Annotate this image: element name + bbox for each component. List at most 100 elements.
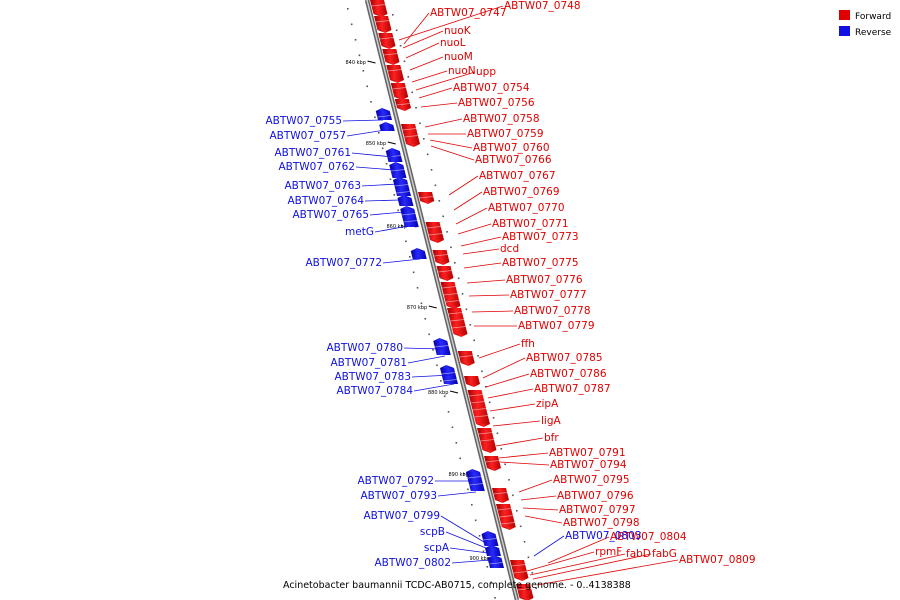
legend: Forward Reverse [839, 10, 892, 38]
reverse-gene-label-abtw07-0784: ABTW07_0784 [336, 385, 413, 397]
forward-gene-label-abtw07-0791: ABTW07_0791 [549, 447, 626, 459]
forward-gene-shape-tip [406, 144, 420, 147]
gene-boundary [467, 476, 482, 479]
forward-gene-label-nuon: nuoN [448, 65, 476, 77]
forward-leader-line [405, 42, 440, 59]
axis-dot [430, 169, 433, 171]
reverse-leader-line [437, 491, 477, 497]
gene-boundary [401, 213, 416, 216]
axis-dot [432, 349, 434, 351]
forward-gene-label-abtw07-0798: ABTW07_0798 [563, 517, 640, 529]
forward-leader-line [403, 12, 430, 45]
gene-boundary [513, 571, 528, 574]
forward-gene-label-abtw07-0756: ABTW07_0756 [458, 97, 535, 109]
gene-boundary [443, 379, 458, 382]
forward-gene-shape [386, 65, 404, 80]
gene-boundary [419, 196, 434, 199]
forward-leader-line [453, 191, 483, 211]
reverse-gene-shape-tip [466, 469, 480, 472]
reverse-leader-line [407, 355, 446, 364]
forward-gene-shape-tip [495, 500, 509, 503]
forward-gene-shape-tip [460, 363, 475, 366]
axis-dot [370, 101, 372, 103]
axis-dot [494, 597, 496, 599]
forward-gene-shape-tip [390, 80, 404, 83]
forward-leader-line [402, 30, 444, 49]
forward-gene-label-zipa: zipA [536, 398, 559, 410]
axis-dot [535, 587, 537, 590]
tick-label: 850 kbp [366, 141, 386, 147]
forward-gene-label-abtw07-0796: ABTW07_0796 [557, 490, 634, 502]
reverse-leader-line [449, 547, 489, 554]
tick-label: 880 kbp [428, 390, 448, 396]
reverse-leader-line [346, 129, 386, 137]
axis-dot [389, 178, 392, 181]
gene-boundary [441, 286, 457, 289]
forward-gene-shape [484, 456, 501, 468]
gene-boundary [451, 326, 467, 329]
reverse-gene-shape-tip [393, 177, 407, 180]
forward-leader-line [415, 71, 476, 91]
axis-dot [485, 386, 487, 388]
forward-leader-line [466, 279, 506, 284]
forward-gene-label-nuol: nuoL [440, 37, 466, 49]
forward-gene-label-abtw07-0754: ABTW07_0754 [453, 82, 530, 94]
axis-dot [508, 479, 510, 481]
axis-dot [423, 138, 425, 140]
reverse-gene-label-metg: metG [345, 226, 374, 238]
gene-boundary [402, 128, 417, 131]
reverse-gene-shape-tip [433, 338, 448, 341]
forward-gene-label-abtw07-0770: ABTW07_0770 [488, 202, 565, 214]
forward-leader-line [429, 139, 473, 149]
gene-boundary [480, 439, 495, 442]
reverse-gene-label-abtw07-0793: ABTW07_0793 [360, 490, 437, 502]
forward-gene-label-abtw07-0776: ABTW07_0776 [506, 274, 583, 286]
forward-leader-line [409, 56, 444, 71]
forward-leader-line [489, 403, 536, 412]
forward-leader-line [522, 507, 559, 511]
reverse-leader-line [451, 559, 491, 564]
gene-boundary [428, 233, 443, 236]
gene-boundary [383, 53, 398, 56]
reverse-gene-shape [375, 111, 392, 120]
forward-leader-line [492, 420, 541, 427]
forward-gene-shape-tip [377, 30, 392, 33]
forward-gene-label-abtw07-0769: ABTW07_0769 [483, 186, 560, 198]
forward-gene-label-abtw07-0785: ABTW07_0785 [526, 352, 603, 364]
forward-gene-shape [378, 33, 396, 46]
gene-boundary [392, 87, 407, 90]
forward-gene-label-nuom: nuoM [444, 51, 473, 63]
axis-dot [519, 525, 522, 528]
forward-gene-shape [457, 351, 475, 363]
forward-gene-shape-tip [435, 262, 450, 265]
reverse-gene-label-abtw07-0764: ABTW07_0764 [287, 195, 364, 207]
gene-boundary [459, 355, 474, 358]
gene-boundary [437, 270, 453, 273]
forward-leader-line [482, 357, 526, 379]
reverse-leader-line [413, 383, 455, 392]
forward-gene-label-abtw07-0773: ABTW07_0773 [502, 231, 579, 243]
axis-dot [446, 231, 448, 233]
forward-gene-label-abtw07-0747: ABTW07_0747 [430, 7, 507, 19]
reverse-gene-shape-tip [485, 545, 499, 548]
forward-leader-line [498, 452, 549, 459]
forward-leader-line [463, 262, 502, 269]
reverse-gene-shape-tip [397, 195, 412, 198]
tick-label: 900 kbp [470, 556, 490, 562]
genome-axis [364, 0, 520, 600]
axis-dot [463, 473, 465, 475]
forward-gene-shape [418, 192, 435, 201]
forward-gene-shape-tip [446, 306, 461, 309]
gene-boundary [403, 220, 418, 223]
forward-gene-label-abtw07-0786: ABTW07_0786 [530, 368, 607, 380]
reverse-gene-label-abtw07-0763: ABTW07_0763 [284, 180, 361, 192]
forward-gene-label-bfr: bfr [544, 432, 559, 444]
gene-boundary [482, 538, 498, 541]
forward-gene-shape [464, 376, 480, 384]
axis-dot [461, 293, 464, 295]
axis-dot [531, 572, 534, 574]
axis-dot [440, 380, 442, 382]
axis-dot [436, 364, 438, 367]
reverse-gene-label-scpa: scpA [424, 542, 450, 554]
forward-gene-shape [447, 308, 468, 334]
